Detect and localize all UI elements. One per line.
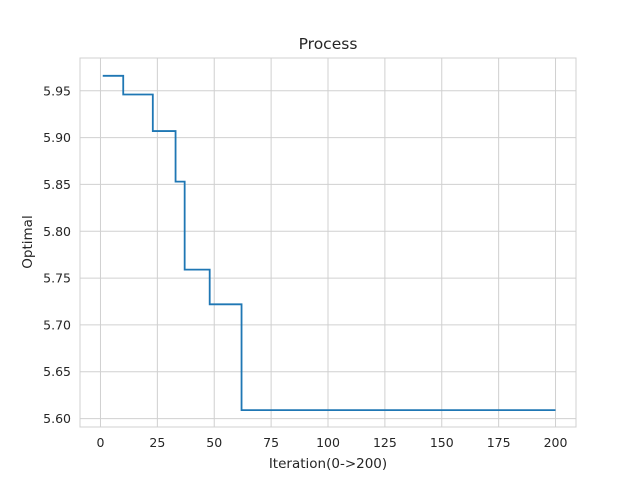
y-tick-label: 5.65 [43,364,71,379]
y-tick-label: 5.80 [43,224,71,239]
plot-frame [79,57,577,428]
y-tick-label: 5.60 [43,411,71,426]
x-tick-label: 75 [263,435,279,450]
x-tick-label: 50 [206,435,222,450]
x-tick-label: 25 [149,435,165,450]
y-tick-label: 5.75 [43,271,71,286]
x-tick-label: 100 [316,435,340,450]
grid [80,58,576,427]
y-tick-label: 5.90 [43,130,71,145]
series-line [102,74,556,412]
x-tick-label: 125 [373,435,397,450]
x-axis-label: Iteration(0->200) [269,456,387,472]
x-tick-label: 200 [544,435,568,450]
y-tick-label: 5.85 [43,177,71,192]
x-tick-label: 150 [430,435,454,450]
y-tick-label: 5.70 [43,317,71,332]
y-tick-label: 5.95 [43,83,71,98]
x-tick-label: 175 [487,435,511,450]
y-axis-ticks: 5.60 5.65 5.70 5.75 5.80 5.85 5.90 5.95 [43,83,71,426]
x-tick-label: 0 [97,435,105,450]
chart-title: Process [299,35,358,53]
x-axis-ticks: 0 25 50 75 100 125 150 175 200 [97,435,568,450]
y-axis-label: Optimal [20,215,36,268]
series-layer [102,74,556,412]
